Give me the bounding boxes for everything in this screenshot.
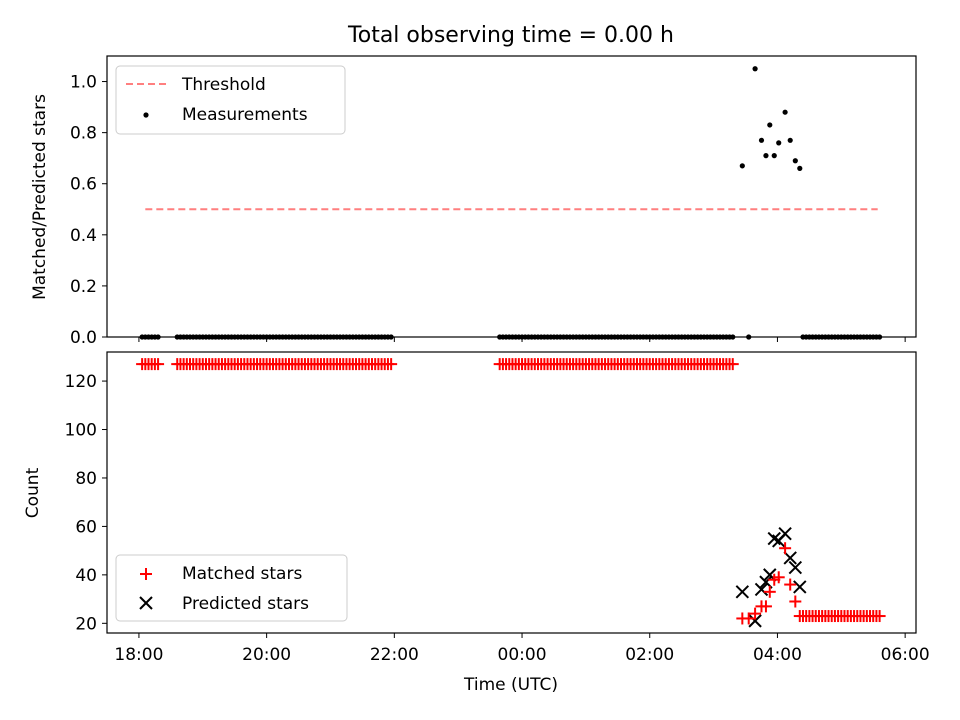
predicted-legend-swatch [139, 596, 153, 610]
chart-title: Total observing time = 0.00 h [347, 23, 674, 48]
measurement-point [758, 137, 765, 143]
predicted-star-stroke [778, 526, 792, 541]
bottom-plot-area [136, 358, 886, 628]
top-y-ticks: 0.0 0.2 0.4 0.6 0.8 1.0 [70, 73, 107, 348]
x-tick-label: 04:00 [753, 645, 802, 665]
top-y-tick-label: 0.4 [70, 226, 97, 246]
measurement-point [752, 66, 758, 72]
matched-star-point [763, 585, 776, 598]
top-y-tick-label: 0.0 [70, 328, 97, 348]
predicted-star-point [754, 582, 769, 597]
predicted-star-point [788, 560, 803, 575]
bottom-axes-frame [106, 351, 917, 634]
bottom-y-axis-label: Count [23, 467, 43, 518]
top-legend-box [115, 65, 346, 135]
bottom-x-ticks: 18:00 20:00 22:00 00:00 02:00 04:00 06:00 [114, 633, 930, 665]
top-y-tick-label: 0.8 [70, 124, 97, 144]
threshold-legend-label: Threshold [181, 75, 266, 95]
predicted-star-point [793, 580, 807, 594]
bottom-panel: 20 40 60 80 100 120 18:00 20:00 22:00 00:00 02:00… [23, 351, 930, 695]
predicted-star-stroke [793, 580, 807, 594]
x-tick-label: 18:00 [114, 645, 163, 665]
top-legend: Threshold Measurements [115, 65, 346, 135]
matched-star-point [779, 542, 792, 555]
x-tick-label: 06:00 [881, 645, 930, 665]
measurement-point [776, 140, 782, 146]
measurement-point [797, 165, 803, 171]
predicted-star-point [767, 531, 781, 546]
matched-legend-swatch [140, 568, 152, 580]
matched-star-point [759, 600, 772, 613]
matched-star-point [772, 571, 785, 584]
measurement-point [782, 109, 788, 115]
matched-star-point [152, 358, 165, 371]
predicted-star-stroke [748, 614, 762, 628]
matched-star-point [873, 610, 886, 623]
predicted-star-stroke [788, 560, 803, 575]
bottom-y-ticks: 20 40 60 80 100 120 [65, 372, 107, 634]
x-axis-label: Time (UTC) [463, 675, 558, 695]
top-y-tick-label: 1.0 [70, 73, 97, 93]
measurements-legend-label: Measurements [182, 105, 308, 125]
x-tick-label: 22:00 [370, 645, 419, 665]
measurement-point [739, 163, 745, 169]
top-y-tick-label: 0.2 [70, 277, 97, 297]
matched-star-point [385, 358, 398, 371]
matched-star-point [789, 595, 802, 608]
top-y-axis-label: Matched/Predicted stars [30, 94, 50, 300]
measurement-point [787, 137, 793, 143]
bottom-y-tick-label: 80 [75, 469, 97, 489]
bottom-legend-box [115, 554, 348, 622]
bottom-y-tick-label: 120 [65, 372, 97, 392]
measurement-point [771, 153, 777, 159]
measurement-point [767, 122, 773, 128]
predicted-star-stroke [754, 582, 769, 597]
predicted-star-point [735, 585, 750, 599]
matched-star-point [726, 358, 739, 371]
top-axes-frame [106, 55, 917, 338]
matched-star-point [742, 612, 755, 625]
bottom-y-tick-label: 60 [75, 517, 97, 537]
predicted-star-stroke [735, 585, 750, 599]
bottom-legend: Matched stars Predicted stars [115, 554, 348, 622]
top-panel: 0.0 0.2 0.4 0.6 0.8 1.0 Matched/Predicted sta… [30, 55, 917, 348]
predicted-star-stroke [759, 575, 773, 589]
bottom-y-tick-label: 100 [65, 421, 97, 441]
top-x-ticks [138, 337, 906, 342]
x-tick-label: 20:00 [242, 645, 291, 665]
measurements-legend-swatch [143, 112, 149, 118]
bottom-y-tick-label: 40 [75, 566, 97, 586]
bottom-y-tick-label: 20 [75, 614, 97, 634]
top-y-tick-label: 0.6 [70, 175, 97, 195]
predicted-star-stroke [783, 551, 797, 565]
predicted-star-stroke [767, 531, 781, 546]
measurement-point [763, 153, 769, 159]
predicted-star-stroke [763, 568, 777, 582]
predicted-star-point [748, 614, 762, 628]
predicted-star-point [778, 526, 792, 541]
measurement-point [792, 158, 798, 164]
predicted-star-point [783, 551, 797, 565]
predicted-legend-label: Predicted stars [182, 594, 309, 614]
x-tick-label: 02:00 [625, 645, 674, 665]
x-tick-label: 00:00 [498, 645, 547, 665]
matched-star-point [784, 578, 797, 591]
matched-legend-label: Matched stars [182, 564, 302, 584]
matched-star-point [749, 607, 762, 620]
